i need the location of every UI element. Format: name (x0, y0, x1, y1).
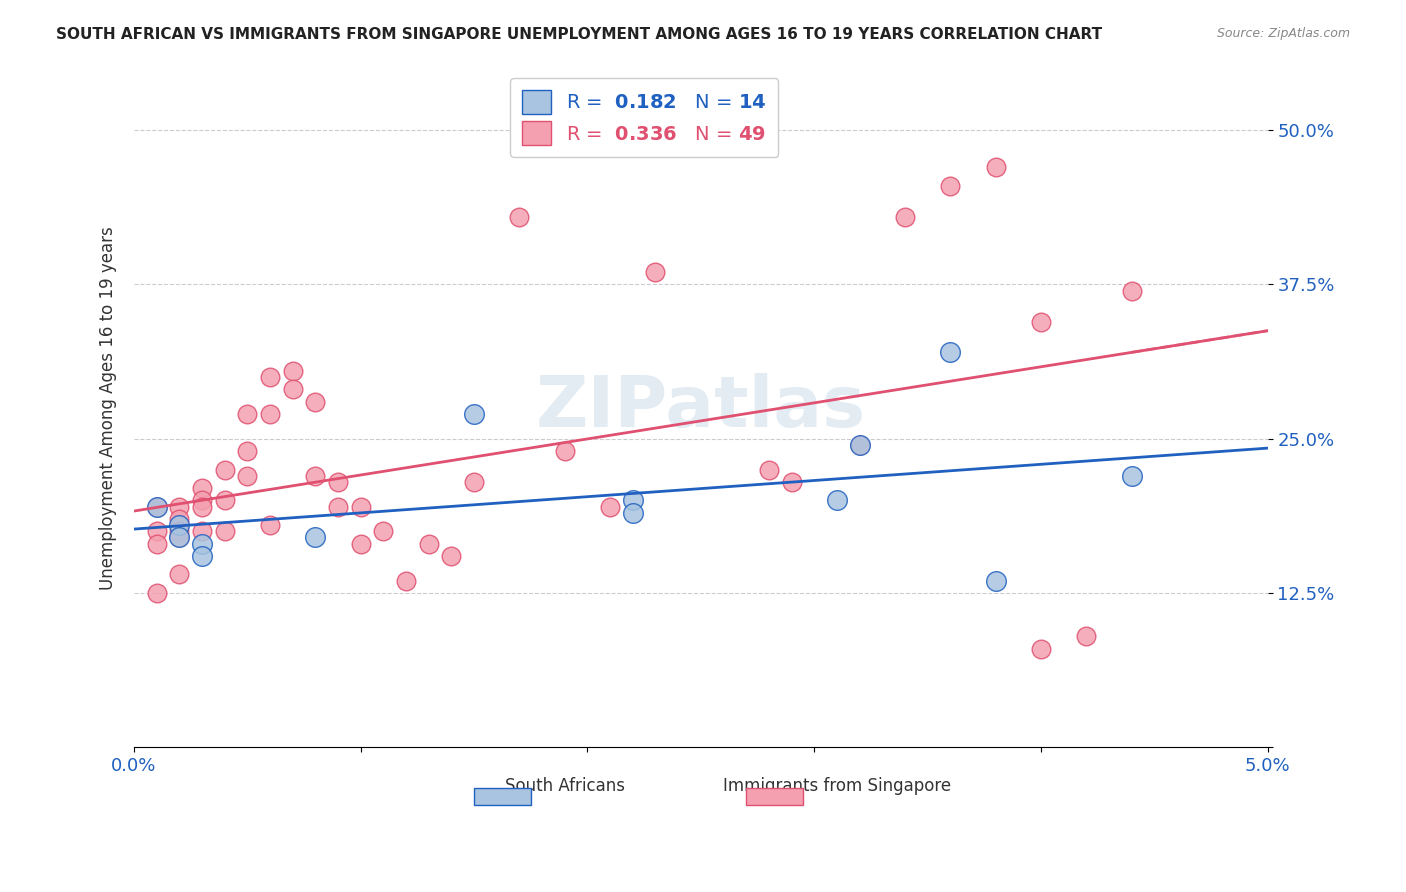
Point (191, 493, 214, 508)
Point (825, 493, 848, 508)
FancyBboxPatch shape (747, 788, 803, 805)
Point (418, 536, 440, 550)
Point (304, 394, 326, 409)
Point (259, 518, 281, 533)
Point (758, 462, 780, 476)
FancyBboxPatch shape (474, 788, 531, 805)
Point (169, 531, 191, 545)
Point (440, 549, 463, 563)
Point (191, 536, 214, 550)
Point (281, 383, 304, 397)
Point (259, 370, 281, 384)
Point (281, 364, 304, 378)
Point (236, 407, 259, 421)
Point (1121, 468, 1143, 483)
Point (984, 160, 1007, 174)
Point (554, 444, 576, 458)
Point (191, 481, 214, 495)
Point (1029, 314, 1052, 328)
Legend: R =  $\bf{0.182}$   N = $\bf{14}$, R =  $\bf{0.336}$   N = $\bf{49}$: R = $\bf{0.182}$ N = $\bf{14}$, R = $\bf… (510, 78, 779, 157)
Point (169, 531, 191, 545)
Point (1121, 284, 1143, 298)
Text: ZIPatlas: ZIPatlas (536, 374, 866, 442)
Point (621, 506, 644, 520)
Point (508, 210, 530, 224)
Point (145, 524, 167, 539)
Point (939, 345, 962, 359)
Point (848, 438, 870, 452)
Point (214, 493, 236, 508)
Point (984, 574, 1007, 588)
Point (236, 444, 259, 458)
Point (145, 500, 167, 514)
Point (191, 524, 214, 539)
Point (395, 574, 418, 588)
Point (848, 438, 870, 452)
Point (191, 549, 214, 563)
Y-axis label: Unemployment Among Ages 16 to 19 years: Unemployment Among Ages 16 to 19 years (100, 226, 117, 590)
Point (599, 500, 621, 514)
Point (373, 524, 395, 539)
Point (169, 567, 191, 582)
Point (463, 407, 485, 421)
Point (894, 210, 917, 224)
Point (259, 407, 281, 421)
Point (191, 500, 214, 514)
Point (780, 475, 803, 489)
Point (350, 500, 373, 514)
Point (326, 475, 349, 489)
Point (169, 512, 191, 526)
Text: South Africans: South Africans (505, 777, 624, 795)
Point (326, 500, 349, 514)
Text: Source: ZipAtlas.com: Source: ZipAtlas.com (1216, 27, 1350, 40)
Point (145, 536, 167, 550)
Text: SOUTH AFRICAN VS IMMIGRANTS FROM SINGAPORE UNEMPLOYMENT AMONG AGES 16 TO 19 YEAR: SOUTH AFRICAN VS IMMIGRANTS FROM SINGAPO… (56, 27, 1102, 42)
Point (939, 178, 962, 193)
Point (169, 500, 191, 514)
Point (145, 586, 167, 600)
Point (1076, 629, 1098, 643)
Point (644, 265, 666, 279)
Point (304, 531, 326, 545)
Point (214, 524, 236, 539)
Point (350, 536, 373, 550)
Text: Immigrants from Singapore: Immigrants from Singapore (723, 777, 950, 795)
Point (463, 475, 485, 489)
Point (145, 500, 167, 514)
Point (304, 468, 326, 483)
Point (214, 462, 236, 476)
Point (169, 518, 191, 533)
Point (621, 493, 644, 508)
Point (1029, 641, 1052, 656)
Point (169, 524, 191, 539)
Point (236, 468, 259, 483)
